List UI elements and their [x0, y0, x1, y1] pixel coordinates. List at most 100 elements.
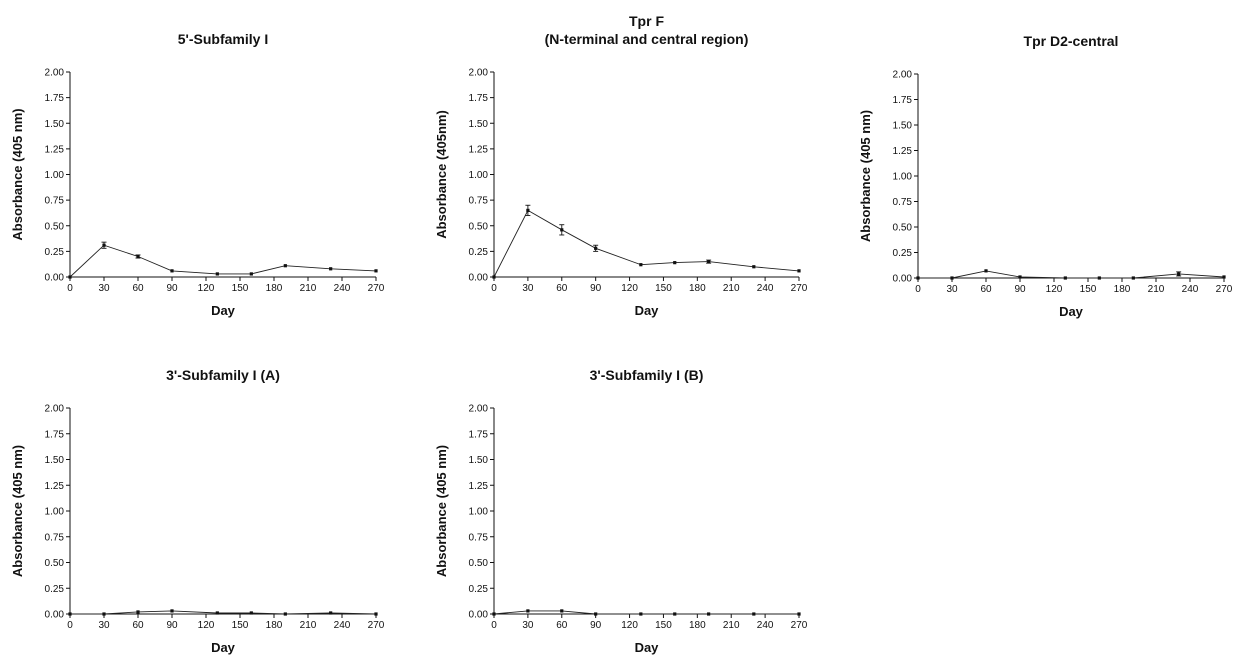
y-tick-label: 0.25	[469, 247, 489, 258]
y-tick-label: 1.00	[45, 507, 65, 518]
data-point	[1063, 276, 1067, 280]
y-tick-label: 2.00	[469, 68, 489, 79]
y-tick-label: 0.75	[893, 197, 913, 208]
y-tick-label: 0.00	[45, 273, 65, 284]
x-tick-label: 210	[723, 620, 740, 631]
y-tick-label: 1.00	[469, 507, 489, 518]
y-tick-label: 1.25	[469, 481, 489, 492]
data-point	[707, 260, 711, 264]
x-tick-label: 180	[266, 283, 283, 294]
data-point	[594, 246, 598, 250]
y-tick-label: 0.50	[469, 221, 489, 232]
data-point	[1131, 276, 1135, 280]
y-tick-label: 0.25	[45, 584, 65, 595]
x-tick-label: 30	[522, 283, 534, 294]
y-tick-label: 0.00	[893, 274, 913, 285]
data-point	[170, 269, 174, 273]
chart-panel-4: 3'-Subfamily I (A) 0.00 0.25 0.50 0.75 1.00 1.…	[10, 367, 385, 655]
data-point	[639, 612, 643, 616]
x-tick-label: 30	[98, 283, 110, 294]
y-tick-label: 1.50	[469, 119, 489, 130]
y-tick-label: 2.00	[469, 404, 489, 415]
x-tick-label: 0	[67, 620, 73, 631]
y-tick-label: 2.00	[893, 70, 913, 81]
panel-title: 3'-Subfamily I (B)	[590, 367, 704, 383]
y-tick-label: 0.25	[45, 247, 65, 258]
x-tick-label: 120	[1046, 284, 1063, 295]
x-tick-label: 270	[791, 620, 808, 631]
x-tick-label: 150	[1080, 284, 1097, 295]
x-tick-label: 210	[723, 283, 740, 294]
y-tick-label: 1.25	[893, 146, 913, 157]
data-point	[1177, 272, 1181, 276]
x-axis-label: Day	[1059, 304, 1084, 319]
y-tick-label: 1.00	[45, 170, 65, 181]
y-tick-label: 2.00	[45, 68, 65, 79]
data-point	[1222, 275, 1226, 279]
data-point	[526, 208, 530, 212]
y-axis-label: Absorbance (405nm)	[434, 110, 449, 239]
data-point	[329, 267, 333, 271]
y-tick-label: 1.25	[45, 481, 65, 492]
y-axis-label: Absorbance (405 nm)	[434, 445, 449, 577]
y-tick-label: 2.00	[45, 404, 65, 415]
data-point	[170, 609, 174, 613]
y-tick-label: 1.75	[893, 95, 913, 106]
x-tick-label: 0	[915, 284, 921, 295]
x-tick-label: 210	[1148, 284, 1165, 295]
y-tick-label: 0.50	[893, 223, 913, 234]
y-tick-label: 1.75	[45, 93, 65, 104]
x-tick-label: 150	[655, 620, 672, 631]
x-tick-label: 90	[590, 620, 602, 631]
panel-title: Tpr D2-central	[1024, 33, 1119, 49]
x-tick-label: 60	[556, 283, 568, 294]
data-point	[249, 272, 253, 276]
data-point	[639, 263, 643, 267]
data-point	[283, 264, 287, 268]
data-point	[984, 269, 988, 273]
y-tick-label: 0.25	[469, 584, 489, 595]
y-tick-label: 1.25	[469, 144, 489, 155]
x-tick-label: 150	[232, 283, 249, 294]
y-axis-label: Absorbance (405 nm)	[10, 108, 25, 240]
data-point	[329, 611, 333, 615]
x-tick-label: 90	[590, 283, 602, 294]
panel-title: 3'-Subfamily I (A)	[166, 367, 280, 383]
y-tick-label: 0.75	[469, 196, 489, 207]
x-tick-label: 120	[621, 620, 638, 631]
y-tick-label: 0.75	[45, 196, 65, 207]
data-point	[797, 269, 801, 273]
data-point	[492, 275, 496, 279]
x-tick-label: 270	[1216, 284, 1233, 295]
data-point	[1097, 276, 1101, 280]
x-tick-label: 180	[689, 283, 706, 294]
y-tick-label: 1.25	[45, 144, 65, 155]
y-tick-label: 0.75	[469, 532, 489, 543]
chart-panel-2: Tpr F (N-terminal and central region) 0.00…	[434, 13, 808, 318]
x-tick-label: 270	[791, 283, 808, 294]
data-point	[560, 228, 564, 232]
data-point	[594, 612, 598, 616]
data-point	[673, 261, 677, 265]
x-tick-label: 0	[491, 620, 497, 631]
y-tick-label: 0.00	[469, 273, 489, 284]
data-point	[526, 609, 530, 613]
x-axis-label: Day	[211, 640, 236, 655]
y-tick-label: 1.50	[45, 119, 65, 130]
y-axis-label: Absorbance (405 nm)	[858, 110, 873, 242]
x-tick-label: 210	[300, 620, 317, 631]
x-tick-label: 270	[368, 620, 385, 631]
y-tick-label: 0.00	[469, 610, 489, 621]
x-tick-label: 120	[621, 283, 638, 294]
data-point	[102, 612, 106, 616]
x-tick-label: 120	[198, 283, 215, 294]
data-point	[1018, 275, 1022, 279]
x-axis-label: Day	[635, 303, 660, 318]
y-tick-label: 1.00	[469, 170, 489, 181]
x-axis-label: Day	[635, 640, 660, 655]
chart-panel-1: 5'-Subfamily I 0.00 0.25 0.50 0.75 1.00 1.25 1.…	[10, 31, 385, 318]
data-point	[249, 611, 253, 615]
data-point	[68, 612, 72, 616]
x-tick-label: 60	[132, 283, 144, 294]
